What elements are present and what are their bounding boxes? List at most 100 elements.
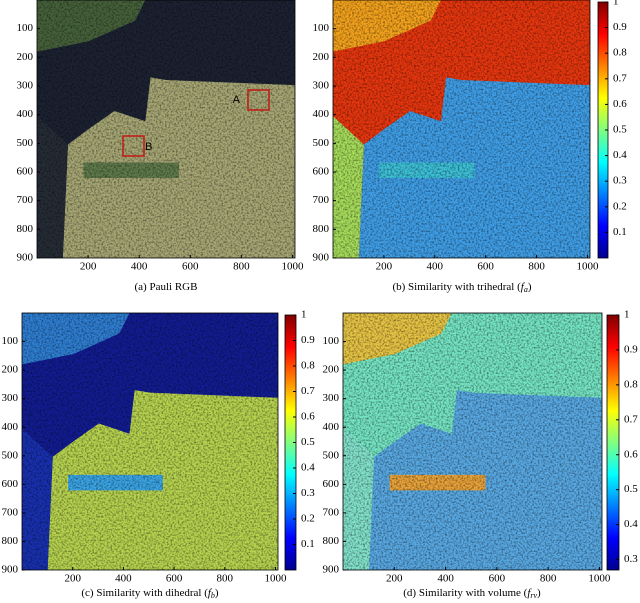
- colorbar-tick-label: 0.8: [624, 378, 638, 390]
- y-tick-label: 600: [17, 166, 34, 178]
- y-tick-label: 900: [2, 564, 19, 576]
- caption-text: (d) Similarity with volume (: [403, 587, 527, 599]
- y-tick-label: 500: [323, 449, 340, 461]
- y-tick-label: 700: [323, 506, 340, 518]
- panel: 200 400 600 800 1000 100 200 300 400 500 600 700 800…: [2, 309, 316, 600]
- caption: (c) Similarity with dihedral (fb): [81, 587, 219, 600]
- y-tick-label: 900: [17, 252, 34, 264]
- colorbar-tick-label: 0.9: [613, 21, 627, 33]
- y-tick-label: 200: [323, 364, 340, 376]
- x-tick-label: 400: [131, 261, 148, 273]
- caption-subscript: b: [211, 591, 215, 600]
- y-tick-label: 700: [2, 506, 19, 518]
- image-frame: [36, 0, 296, 259]
- y-tick-label: 600: [313, 166, 330, 178]
- caption: (d) Similarity with volume (frv): [403, 587, 541, 600]
- y-tick-label: 400: [313, 108, 330, 120]
- x-tick-label: 800: [217, 573, 234, 585]
- colorbar-tick-label: 0.2: [301, 513, 315, 525]
- y-tick-label: 900: [323, 564, 340, 576]
- x-tick-label: 1000: [264, 573, 287, 585]
- image-texture: [37, 0, 295, 258]
- colorbar-tick-label: 0.6: [613, 98, 627, 110]
- y-tick-label: 800: [323, 535, 340, 547]
- panel: 200 400 600 800 1000 100 200 300 400 500 600 700 800…: [313, 0, 627, 294]
- y-tick-label: 100: [313, 22, 330, 34]
- x-tick-label: 800: [540, 573, 557, 585]
- x-tick-label: 600: [182, 261, 199, 273]
- region-label: B: [145, 141, 152, 153]
- image-texture: [343, 313, 602, 570]
- caption: (a) Pauli RGB: [135, 281, 198, 293]
- colorbar-tick-label: 0.9: [624, 343, 638, 355]
- colorbar-tick-label: 0.8: [301, 360, 315, 372]
- colorbar-tick-label: 0.5: [301, 436, 315, 448]
- y-tick-label: 100: [2, 335, 19, 347]
- colorbar-tick-label: 0.4: [624, 518, 638, 530]
- caption-subscript: rv: [530, 591, 537, 600]
- x-tick-label: 200: [376, 261, 393, 273]
- colorbar-tick-label: 1: [301, 309, 307, 321]
- x-tick-label: 400: [437, 573, 454, 585]
- x-tick-label: 200: [64, 573, 81, 585]
- colorbar-tick-label: 0.5: [624, 483, 638, 495]
- image-texture: [333, 0, 590, 258]
- y-tick-label: 700: [17, 194, 34, 206]
- y-tick-label: 300: [313, 80, 330, 92]
- caption-text: (a) Pauli RGB: [135, 281, 198, 293]
- colorbar-tick-label: 0.9: [301, 334, 315, 346]
- y-tick-label: 900: [313, 252, 330, 264]
- colorbar-tick-label: 0.5: [613, 124, 627, 136]
- y-tick-label: 700: [313, 194, 330, 206]
- x-tick-label: 200: [386, 573, 403, 585]
- colorbar-tick-label: 0.3: [613, 175, 627, 187]
- y-tick-label: 500: [17, 137, 34, 149]
- colorbar-tick-label: 0.6: [301, 411, 315, 423]
- image-frame: [21, 312, 279, 571]
- x-tick-label: 1000: [576, 261, 599, 273]
- colorbar-tick-label: 0.3: [301, 487, 315, 499]
- region-label: A: [233, 94, 241, 106]
- colorbar-tick-label: 0.1: [301, 538, 315, 550]
- colorbar-tick-label: 1: [613, 0, 619, 8]
- x-tick-label: 1000: [588, 573, 611, 585]
- caption-symbol: f: [521, 281, 526, 293]
- image-texture: [22, 313, 278, 570]
- x-tick-label: 800: [528, 261, 545, 273]
- colorbar-tick-label: 0.1: [613, 226, 627, 238]
- y-tick-label: 300: [17, 80, 34, 92]
- y-tick-label: 800: [313, 223, 330, 235]
- x-tick-label: 600: [489, 573, 506, 585]
- y-tick-label: 200: [313, 51, 330, 63]
- caption-symbol: f: [208, 587, 213, 599]
- y-tick-label: 400: [17, 108, 34, 120]
- x-tick-label: 600: [477, 261, 494, 273]
- caption-subscript: a: [524, 285, 528, 294]
- colorbar: [606, 314, 620, 571]
- y-tick-label: 400: [2, 421, 19, 433]
- y-tick-label: 800: [17, 223, 34, 235]
- caption-text: (c) Similarity with dihedral (: [81, 587, 208, 599]
- image-frame: [332, 0, 591, 259]
- colorbar-tick-label: 0.6: [624, 448, 638, 460]
- region-box: [122, 135, 145, 157]
- x-tick-label: 200: [80, 261, 97, 273]
- colorbar-tick-label: 0.2: [613, 200, 627, 212]
- caption-end: ): [537, 587, 541, 599]
- image-frame: [342, 312, 603, 571]
- colorbar-tick-label: 0.4: [613, 149, 627, 161]
- y-tick-label: 100: [17, 22, 34, 34]
- colorbar-tick-label: 0.7: [613, 72, 627, 84]
- caption-symbol: f: [527, 587, 532, 599]
- colorbar-tick-label: 0.7: [301, 385, 315, 397]
- caption-text: (b) Similarity with trihedral (: [392, 281, 521, 293]
- y-tick-label: 200: [17, 51, 34, 63]
- y-tick-label: 600: [323, 478, 340, 490]
- y-tick-label: 500: [2, 449, 19, 461]
- x-tick-label: 1000: [281, 261, 304, 273]
- y-tick-label: 300: [2, 392, 19, 404]
- panel: 200 400 600 800 1000 100 200 300 400 500 600 700 800…: [17, 0, 304, 293]
- y-tick-label: 300: [323, 392, 340, 404]
- y-tick-label: 100: [323, 335, 340, 347]
